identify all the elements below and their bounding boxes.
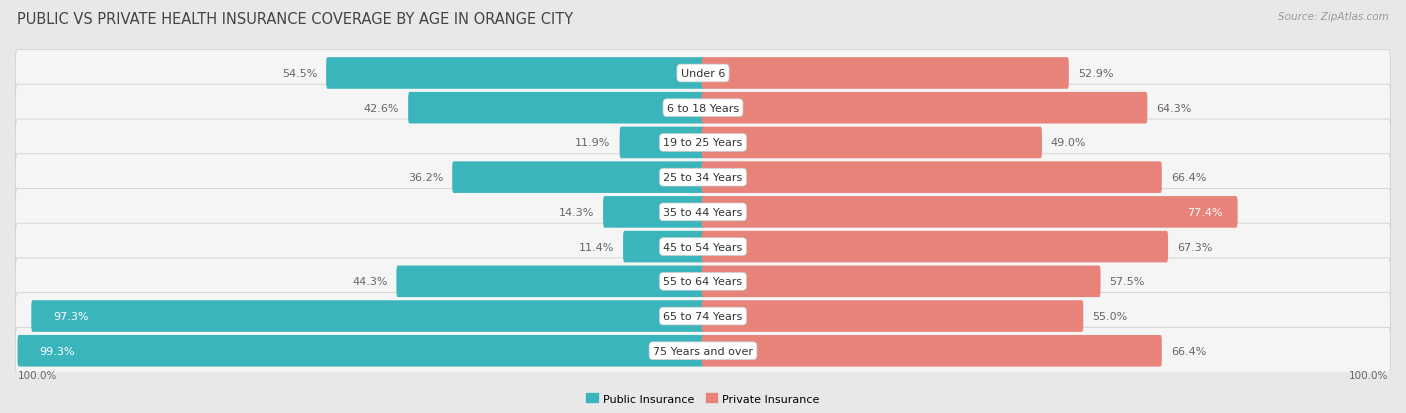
FancyBboxPatch shape [702,301,1083,332]
FancyBboxPatch shape [15,50,1391,97]
Text: 99.3%: 99.3% [39,346,75,356]
Text: 25 to 34 Years: 25 to 34 Years [664,173,742,183]
Text: 11.4%: 11.4% [579,242,614,252]
Text: 66.4%: 66.4% [1171,173,1206,183]
Text: 55.0%: 55.0% [1092,311,1128,321]
FancyBboxPatch shape [702,197,1237,228]
Text: 75 Years and over: 75 Years and over [652,346,754,356]
Text: 6 to 18 Years: 6 to 18 Years [666,104,740,114]
Legend: Public Insurance, Private Insurance: Public Insurance, Private Insurance [582,389,824,408]
FancyBboxPatch shape [17,335,704,367]
FancyBboxPatch shape [15,223,1391,271]
Text: Source: ZipAtlas.com: Source: ZipAtlas.com [1278,12,1389,22]
Text: 55 to 64 Years: 55 to 64 Years [664,277,742,287]
Text: 19 to 25 Years: 19 to 25 Years [664,138,742,148]
Text: 100.0%: 100.0% [17,370,56,380]
FancyBboxPatch shape [408,93,704,124]
Text: 44.3%: 44.3% [352,277,388,287]
Text: PUBLIC VS PRIVATE HEALTH INSURANCE COVERAGE BY AGE IN ORANGE CITY: PUBLIC VS PRIVATE HEALTH INSURANCE COVER… [17,12,574,27]
FancyBboxPatch shape [15,293,1391,339]
FancyBboxPatch shape [15,258,1391,305]
Text: 11.9%: 11.9% [575,138,610,148]
Text: 35 to 44 Years: 35 to 44 Years [664,207,742,217]
Text: 100.0%: 100.0% [1350,370,1389,380]
FancyBboxPatch shape [15,120,1391,166]
Text: 36.2%: 36.2% [408,173,443,183]
Text: 77.4%: 77.4% [1187,207,1222,217]
Text: 42.6%: 42.6% [364,104,399,114]
Text: 66.4%: 66.4% [1171,346,1206,356]
Text: Under 6: Under 6 [681,69,725,79]
FancyBboxPatch shape [15,85,1391,132]
FancyBboxPatch shape [702,58,1069,90]
Text: 97.3%: 97.3% [53,311,89,321]
Text: 54.5%: 54.5% [281,69,318,79]
Text: 45 to 54 Years: 45 to 54 Years [664,242,742,252]
FancyBboxPatch shape [31,301,704,332]
Text: 49.0%: 49.0% [1050,138,1087,148]
FancyBboxPatch shape [702,266,1101,297]
FancyBboxPatch shape [453,162,704,193]
FancyBboxPatch shape [396,266,704,297]
FancyBboxPatch shape [702,93,1147,124]
Text: 65 to 74 Years: 65 to 74 Years [664,311,742,321]
Text: 64.3%: 64.3% [1156,104,1192,114]
FancyBboxPatch shape [702,231,1168,263]
FancyBboxPatch shape [15,189,1391,236]
Text: 67.3%: 67.3% [1177,242,1212,252]
FancyBboxPatch shape [15,328,1391,374]
FancyBboxPatch shape [620,127,704,159]
FancyBboxPatch shape [702,335,1161,367]
FancyBboxPatch shape [623,231,704,263]
FancyBboxPatch shape [326,58,704,90]
Text: 14.3%: 14.3% [558,207,595,217]
Text: 52.9%: 52.9% [1078,69,1114,79]
FancyBboxPatch shape [702,162,1161,193]
FancyBboxPatch shape [15,154,1391,201]
Text: 57.5%: 57.5% [1109,277,1144,287]
FancyBboxPatch shape [702,127,1042,159]
FancyBboxPatch shape [603,197,704,228]
